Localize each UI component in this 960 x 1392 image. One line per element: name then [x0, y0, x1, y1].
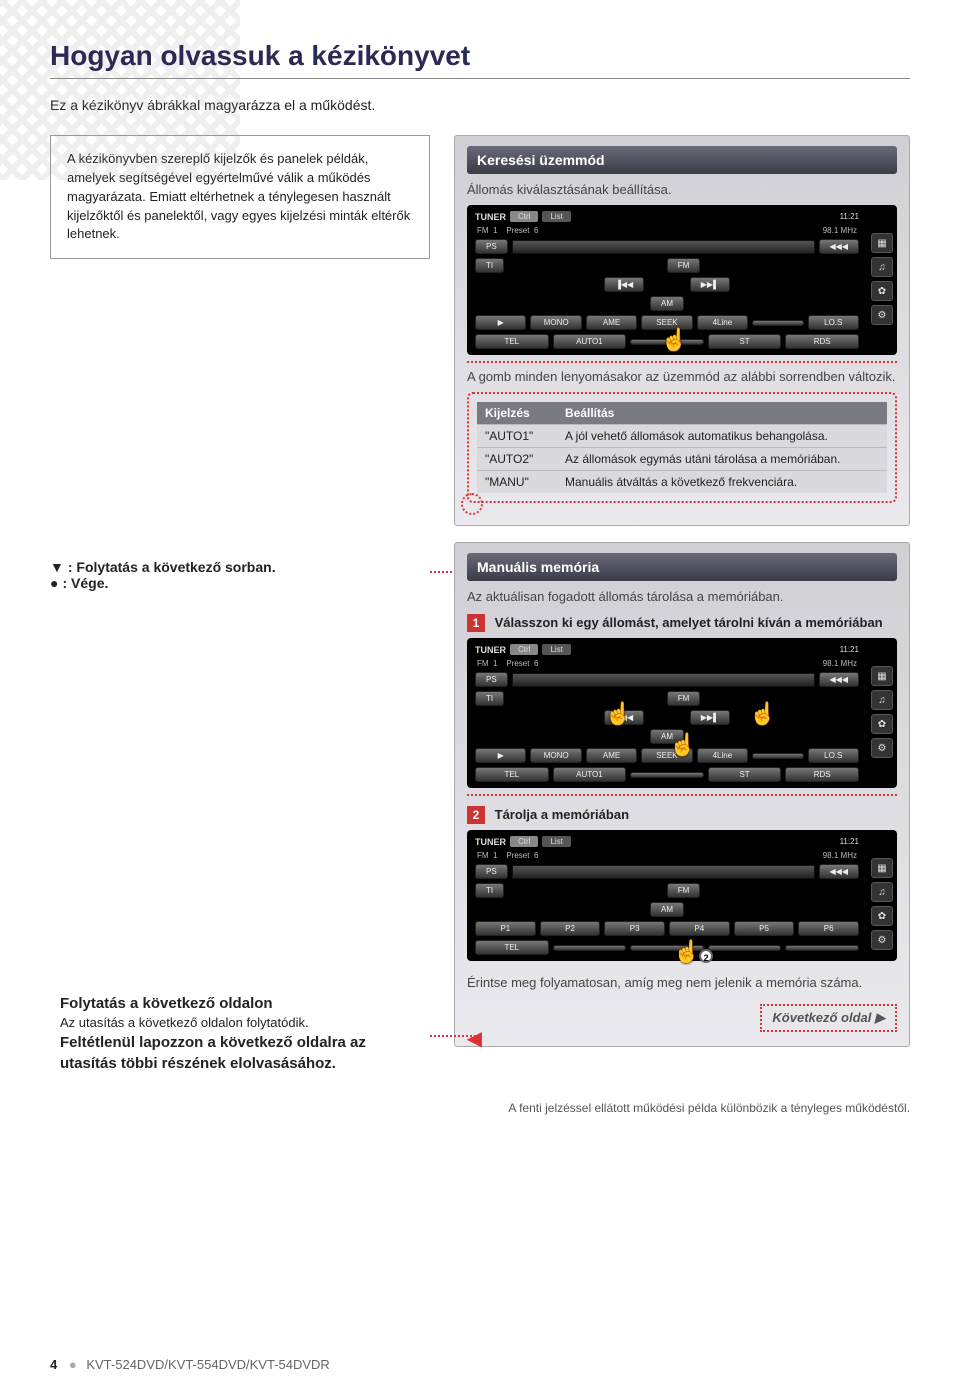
- footnote: A fenti jelzéssel ellátott működési péld…: [50, 1100, 910, 1117]
- dotted-connector: [467, 794, 897, 796]
- tuner-screen-3: TUNER Ctrl List 11:21 FM 1 Preset 6 98.1…: [467, 830, 897, 961]
- play-button[interactable]: ▶: [475, 315, 526, 330]
- preset-p2[interactable]: P2: [540, 921, 601, 936]
- los-button[interactable]: LO.S: [808, 315, 859, 330]
- hand-pointer-icon: ☝: [669, 732, 696, 758]
- icon-1[interactable]: ▦: [871, 233, 893, 253]
- search-panel-desc: Állomás kiválasztásának beállítása.: [467, 182, 897, 197]
- step-number: 1: [467, 614, 485, 632]
- preset-p3[interactable]: P3: [604, 921, 665, 936]
- st-button[interactable]: ST: [708, 334, 782, 349]
- page-number: 4: [50, 1357, 57, 1372]
- screen-source: TUNER: [475, 212, 506, 222]
- step1-text: Válasszon ki egy állomást, amelyet tárol…: [495, 615, 883, 630]
- page-footer: 4 ● KVT-524DVD/KVT-554DVD/KVT-54DVDR: [50, 1357, 330, 1372]
- page-title: Hogyan olvassuk a kézikönyvet: [50, 40, 910, 72]
- auto1-button[interactable]: AUTO1: [553, 334, 627, 349]
- table-row: "AUTO1" A jól vehető állomások automatik…: [477, 425, 887, 448]
- ti-button[interactable]: TI: [475, 258, 504, 273]
- fm-button[interactable]: FM: [667, 258, 701, 273]
- step-number: 2: [467, 806, 485, 824]
- th-setting: Beállítás: [557, 402, 887, 425]
- search-panel-title: Keresési üzemmód: [467, 146, 897, 174]
- display-area: [512, 240, 815, 254]
- mono-button[interactable]: MONO: [530, 315, 581, 330]
- prev-button[interactable]: ▐◀◀: [604, 277, 644, 292]
- tuner-screen: TUNER Ctrl List 11:21 FM 1 Preset 6 98.1…: [467, 205, 897, 355]
- search-note: A gomb minden lenyomásakor az üzemmód az…: [467, 369, 897, 384]
- touch-instruction: Érintse meg folyamatosan, amíg meg nem j…: [467, 975, 897, 990]
- legend-end: : Vége.: [62, 575, 108, 591]
- pointer-arrow-icon: ◀: [467, 1025, 482, 1053]
- legend-continue: : Folytatás a következő sorban.: [68, 559, 276, 575]
- dotted-connector: [467, 361, 897, 363]
- connector-line: [430, 1035, 476, 1037]
- table-row: "MANU" Manuális átváltás a következő fre…: [477, 471, 887, 494]
- next-button[interactable]: ▶▶▌: [690, 277, 730, 292]
- settings-table: Kijelzés Beállítás "AUTO1" A jól vehető …: [477, 402, 887, 493]
- line-button[interactable]: 4Line: [697, 315, 748, 330]
- footer-model: KVT-524DVD/KVT-554DVD/KVT-54DVDR: [86, 1357, 329, 1372]
- tab-list[interactable]: List: [542, 211, 570, 222]
- icon-4[interactable]: ⚙: [871, 305, 893, 325]
- step2-text: Tárolja a memóriában: [495, 807, 629, 822]
- continue-line2: Feltétlenül lapozzon a következő oldalra…: [60, 1034, 366, 1072]
- icon-2[interactable]: ♫: [871, 257, 893, 277]
- th-display: Kijelzés: [477, 402, 557, 425]
- preset-p1[interactable]: P1: [475, 921, 536, 936]
- continue-line1: Az utasítás a következő oldalon folytató…: [60, 1015, 309, 1030]
- dot-marker: [461, 493, 483, 515]
- step-1: 1 Válasszon ki egy állomást, amelyet tár…: [467, 614, 897, 632]
- continue-title: Folytatás a következő oldalon: [60, 995, 273, 1012]
- manual-memory-panel: Manuális memória Az aktuálisan fogadott …: [454, 542, 910, 1047]
- tab-ctrl[interactable]: Ctrl: [510, 211, 538, 222]
- am-button[interactable]: AM: [650, 296, 684, 311]
- hand-pointer-icon: ☝: [673, 939, 700, 965]
- next-page-link[interactable]: Következő oldal ▶: [760, 1004, 897, 1032]
- hand-pointer-icon: ☝: [661, 327, 688, 353]
- hold-badge: 2: [699, 949, 713, 963]
- preset-p5[interactable]: P5: [734, 921, 795, 936]
- tuner-screen-2: TUNER Ctrl List 11:21 FM 1 Preset 6 98.1…: [467, 638, 897, 788]
- scroll-button[interactable]: ◀◀◀: [819, 239, 859, 254]
- ps-button[interactable]: PS: [475, 239, 508, 254]
- legend: : Folytatás a következő sorban. : Vége. …: [50, 559, 430, 591]
- settings-table-box: Kijelzés Beállítás "AUTO1" A jól vehető …: [467, 392, 897, 503]
- rds-button[interactable]: RDS: [785, 334, 859, 349]
- search-mode-panel: Keresési üzemmód Állomás kiválasztásának…: [454, 135, 910, 526]
- icon-3[interactable]: ✿: [871, 281, 893, 301]
- ame-button[interactable]: AME: [586, 315, 637, 330]
- preset-p4[interactable]: P4: [669, 921, 730, 936]
- side-icons: ▦ ♫ ✿ ⚙: [871, 233, 893, 325]
- preset-p6[interactable]: P6: [798, 921, 859, 936]
- manual-panel-desc: Az aktuálisan fogadott állomás tárolása …: [467, 589, 897, 604]
- tel-button[interactable]: TEL: [475, 334, 549, 349]
- background-pattern: [0, 0, 240, 180]
- continue-box: Folytatás a következő oldalon Az utasítá…: [50, 985, 430, 1082]
- step-2: 2 Tárolja a memóriában: [467, 806, 897, 824]
- clock: 11:21: [840, 212, 859, 221]
- blank-button[interactable]: [752, 320, 803, 326]
- hand-pointer-icon: ☝: [605, 701, 632, 727]
- hand-pointer-icon: ☝: [749, 701, 776, 727]
- manual-panel-title: Manuális memória: [467, 553, 897, 581]
- table-row: "AUTO2" Az állomások egymás utáni tárolá…: [477, 448, 887, 471]
